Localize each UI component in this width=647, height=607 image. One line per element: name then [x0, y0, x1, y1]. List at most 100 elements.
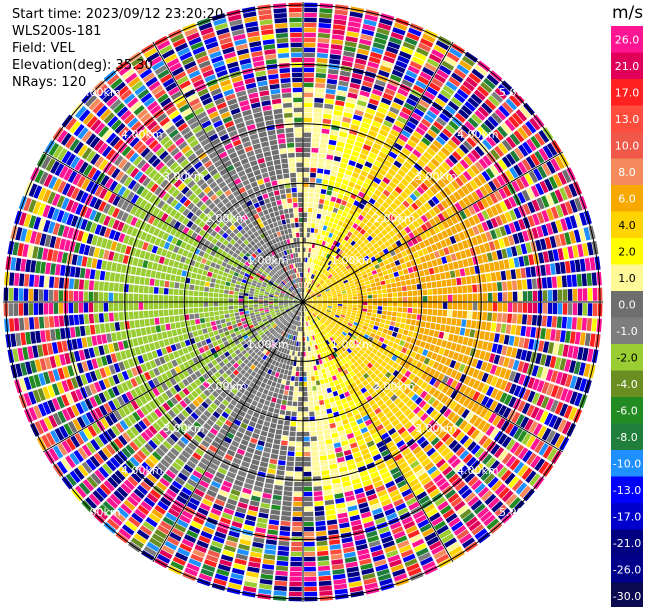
velocity-bin: [385, 252, 392, 259]
velocity-bin: [515, 325, 522, 336]
velocity-bin: [318, 153, 326, 159]
velocity-bin: [513, 220, 521, 232]
velocity-bin: [308, 278, 311, 283]
velocity-bin: [341, 352, 347, 358]
velocity-bin: [398, 203, 407, 212]
velocity-bin: [391, 266, 398, 273]
velocity-bin: [312, 305, 317, 308]
velocity-bin: [324, 356, 329, 363]
velocity-bin: [421, 283, 427, 289]
velocity-bin: [413, 189, 422, 198]
velocity-bin: [463, 155, 473, 166]
velocity-bin: [329, 238, 335, 244]
velocity-bin: [346, 289, 352, 293]
velocity-bin: [378, 445, 388, 453]
velocity-bin: [337, 388, 344, 395]
velocity-bin: [261, 563, 275, 570]
velocity-bin: [376, 257, 383, 264]
velocity-bin: [396, 232, 403, 239]
velocity-bin: [412, 384, 420, 393]
velocity-bin: [404, 421, 413, 430]
velocity-bin: [367, 298, 373, 302]
velocity-bin: [332, 300, 338, 302]
velocity-bin: [338, 271, 343, 276]
velocity-bin: [415, 361, 423, 369]
velocity-bin: [303, 521, 314, 527]
velocity-bin: [313, 233, 318, 239]
velocity-bin: [430, 322, 436, 330]
velocity-bin: [313, 198, 319, 204]
velocity-bin: [550, 221, 559, 234]
velocity-bin: [389, 347, 396, 354]
velocity-bin: [260, 573, 274, 580]
velocity-bin: [345, 102, 356, 109]
velocity-bin: [505, 493, 518, 506]
velocity-bin: [420, 476, 432, 486]
velocity-bin: [294, 481, 303, 487]
velocity-bin: [384, 233, 392, 240]
velocity-bin: [383, 259, 390, 266]
velocity-bin: [306, 296, 311, 300]
velocity-bin: [304, 561, 316, 567]
velocity-bin: [525, 120, 537, 134]
velocity-bin: [353, 386, 360, 393]
velocity-bin: [399, 257, 405, 264]
velocity-bin: [340, 365, 346, 371]
velocity-bin: [329, 324, 334, 329]
velocity-bin: [382, 349, 389, 356]
velocity-bin: [350, 77, 362, 85]
velocity-bin: [316, 57, 328, 64]
velocity-bin: [439, 462, 450, 472]
velocity-bin: [326, 387, 332, 394]
velocity-bin: [289, 431, 296, 437]
velocity-bin: [376, 197, 385, 205]
velocity-bin: [310, 431, 317, 437]
velocity-bin: [525, 242, 533, 254]
velocity-bin: [286, 461, 294, 467]
velocity-bin: [431, 352, 438, 361]
velocity-bin: [316, 293, 321, 296]
velocity-bin: [403, 102, 415, 112]
velocity-bin: [426, 447, 436, 457]
velocity-bin: [271, 499, 282, 506]
velocity-bin: [486, 207, 494, 218]
velocity-bin: [317, 48, 329, 54]
velocity-bin: [554, 357, 562, 370]
velocity-bin: [426, 189, 435, 198]
velocity-bin: [325, 320, 330, 325]
velocity-bin: [360, 317, 366, 322]
velocity-bin: [329, 262, 334, 267]
velocity-bin: [325, 195, 331, 201]
velocity-bin: [352, 304, 358, 308]
velocity-bin: [456, 504, 469, 516]
velocity-bin: [304, 27, 317, 33]
velocity-bin: [387, 330, 393, 336]
velocity-bin: [487, 292, 493, 302]
velocity-bin: [293, 361, 297, 367]
velocity-bin: [448, 439, 459, 450]
velocity-bin: [335, 451, 344, 458]
velocity-bin: [398, 270, 404, 276]
velocity-bin: [316, 420, 322, 426]
velocity-bin: [314, 289, 319, 293]
velocity-bin: [327, 303, 333, 305]
velocity-bin: [396, 457, 406, 466]
velocity-bin: [440, 324, 446, 332]
velocity-bin: [467, 475, 479, 487]
velocity-bin: [315, 259, 319, 265]
velocity-bin: [303, 232, 307, 238]
velocity-bin: [348, 160, 356, 167]
velocity-bin: [313, 334, 317, 340]
velocity-bin: [476, 507, 490, 519]
velocity-bin: [365, 190, 374, 197]
velocity-bin: [296, 431, 303, 437]
velocity-bin: [501, 281, 508, 291]
velocity-bin: [304, 306, 307, 311]
velocity-bin: [413, 51, 427, 61]
velocity-bin: [525, 435, 536, 448]
velocity-bin: [455, 344, 462, 353]
velocity-bin: [417, 552, 432, 562]
velocity-bin: [322, 295, 327, 298]
velocity-bin: [521, 123, 533, 137]
velocity-bin: [332, 358, 338, 364]
